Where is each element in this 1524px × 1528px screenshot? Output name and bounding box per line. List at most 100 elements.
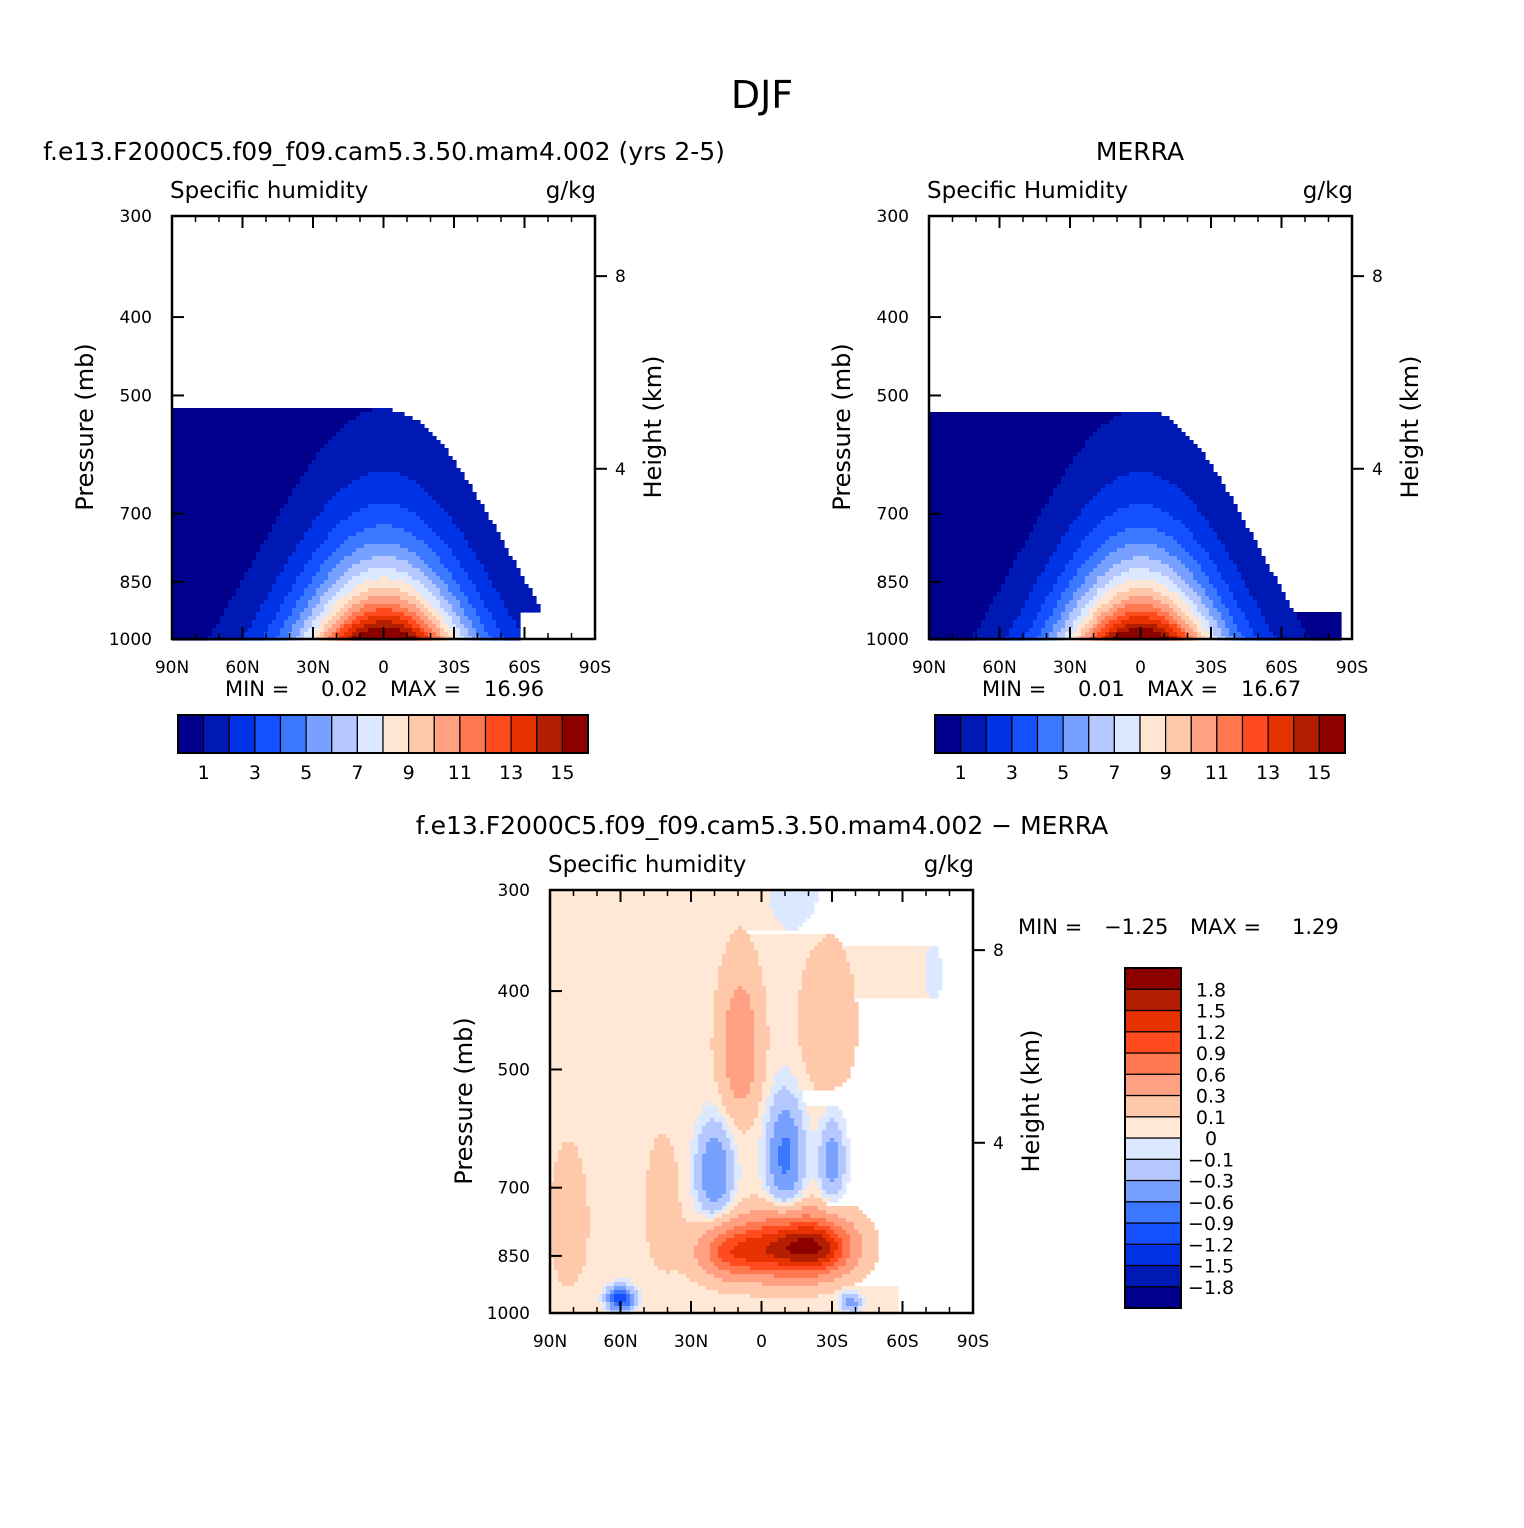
contour-band: [172, 416, 357, 421]
contour-band: [806, 1070, 851, 1075]
contour-band: [830, 1138, 835, 1143]
x-tick-label: 60N: [225, 658, 259, 678]
contour-band: [348, 420, 421, 425]
contour-band: [806, 966, 851, 971]
contour-band: [698, 1238, 715, 1243]
contour-band: [172, 588, 237, 593]
contour-band: [722, 962, 759, 967]
contour-band: [1233, 596, 1254, 601]
contour-band: [412, 532, 437, 537]
contour-band: [798, 1238, 815, 1243]
contour-band: [1209, 620, 1218, 625]
contour-band: [404, 528, 433, 533]
contour-band: [1045, 504, 1086, 509]
contour-band: [312, 460, 457, 465]
contour-band: [1113, 564, 1170, 569]
contour-band: [172, 580, 241, 585]
colorbar-label: −0.3: [1188, 1171, 1234, 1193]
contour-band: [834, 1250, 843, 1255]
contour-band: [866, 1302, 899, 1307]
contour-band: [818, 1294, 839, 1299]
contour-band: [1025, 600, 1046, 605]
contour-band: [1057, 600, 1070, 605]
contour-band: [610, 1290, 615, 1295]
contour-band: [468, 540, 505, 545]
contour-band: [550, 1102, 707, 1107]
contour-band: [1057, 484, 1106, 489]
contour-band: [300, 480, 353, 485]
contour-band: [929, 520, 1038, 525]
contour-band: [172, 540, 265, 545]
contour-band: [1129, 504, 1154, 509]
contour-band: [826, 1266, 839, 1271]
contour-band: [706, 1190, 727, 1195]
contour-band: [344, 572, 361, 577]
contour-band: [1189, 568, 1202, 573]
contour-band: [854, 1298, 863, 1303]
contour-band: [830, 1258, 839, 1263]
contour-band: [456, 612, 465, 617]
contour-band: [424, 560, 441, 565]
contour-band: [296, 620, 305, 625]
contour-band: [722, 958, 759, 963]
colorbar-box: [510, 714, 538, 754]
contour-band: [858, 1230, 879, 1235]
contour-band: [766, 1246, 787, 1251]
contour-band: [360, 620, 377, 625]
contour-band: [172, 432, 337, 437]
contour-band: [1245, 580, 1278, 585]
contour-band: [420, 484, 473, 489]
contour-band: [172, 568, 249, 573]
contour-band: [670, 1138, 691, 1143]
contour-band: [714, 1006, 731, 1011]
contour-band: [726, 1110, 759, 1115]
contour-band: [730, 1082, 751, 1087]
contour-band: [1157, 580, 1174, 585]
contour-band: [1217, 608, 1230, 613]
contour-band: [722, 1114, 731, 1119]
contour-band: [1065, 472, 1130, 477]
contour-band: [730, 1114, 759, 1119]
contour-band: [834, 1290, 843, 1295]
contour-band: [706, 1214, 715, 1219]
contour-band: [428, 576, 441, 581]
contour-band: [1261, 608, 1294, 613]
contour-band: [1101, 488, 1182, 493]
contour-band: [1101, 612, 1114, 617]
contour-band: [1201, 544, 1226, 549]
contour-band: [730, 934, 751, 939]
contour-band: [838, 1170, 847, 1175]
colorbar-box: [1124, 988, 1182, 1012]
contour-band: [468, 616, 481, 621]
contour-band: [778, 1210, 787, 1215]
contour-band: [550, 1122, 695, 1127]
contour-band: [718, 1090, 735, 1095]
contour-band: [929, 596, 994, 601]
contour-band: [328, 556, 345, 561]
contour-band: [826, 1146, 839, 1151]
contour-band: [172, 504, 285, 509]
contour-band: [324, 592, 337, 597]
contour-band: [368, 616, 401, 621]
contour-band: [850, 1234, 863, 1239]
contour-band: [324, 624, 333, 629]
contour-band: [224, 612, 257, 617]
contour-band: [244, 632, 265, 637]
contour-band: [1165, 584, 1178, 589]
contour-band: [550, 942, 727, 947]
contour-band: [336, 524, 377, 529]
contour-band: [726, 1014, 755, 1019]
contour-band: [1057, 548, 1078, 553]
contour-band: [1253, 632, 1274, 637]
contour-band: [762, 1098, 767, 1103]
contour-band: [1081, 508, 1118, 513]
contour-band: [400, 504, 441, 509]
contour-band: [1209, 596, 1222, 601]
contour-band: [726, 1118, 735, 1123]
contour-band: [304, 536, 329, 541]
contour-band: [714, 1026, 727, 1031]
contour-band: [818, 1122, 827, 1127]
contour-band: [929, 412, 1122, 417]
contour-band: [750, 934, 827, 939]
